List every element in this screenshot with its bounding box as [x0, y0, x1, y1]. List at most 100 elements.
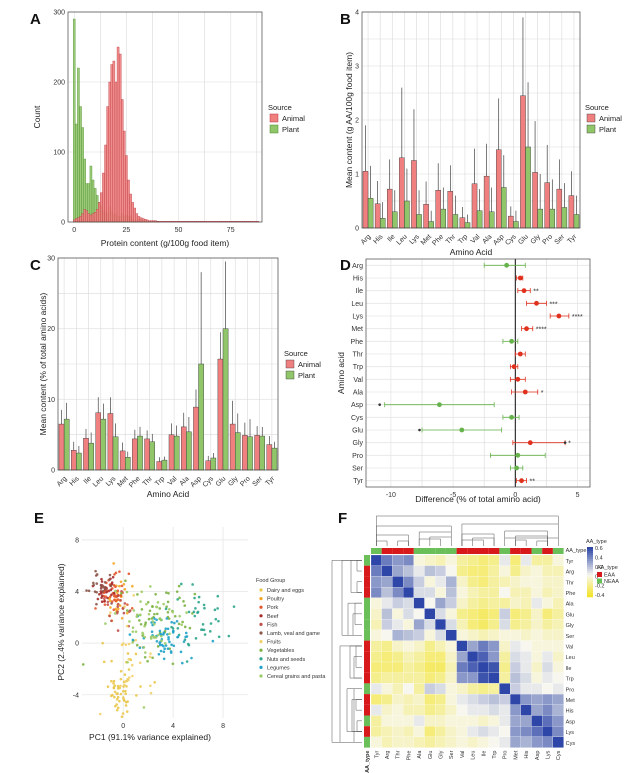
heatmap-cell: [413, 726, 425, 738]
row-annotation: [364, 683, 370, 695]
panel-label-f: F: [338, 510, 347, 527]
legend-label: Nuts and seeds: [267, 657, 305, 663]
colorbar-step: [587, 567, 593, 570]
pca-point: [115, 611, 119, 615]
histogram-bar-animal: [116, 46, 120, 223]
x-axis-label: Protein content (g/100g food item): [101, 238, 230, 248]
heatmap-cell: [381, 736, 393, 748]
pca-point: [160, 639, 163, 643]
heatmap-cell: [488, 565, 500, 577]
row-label: Ser: [566, 634, 575, 640]
x-tick-label: Glu: [517, 233, 530, 246]
heatmap-cell: [510, 736, 521, 748]
colorbar-step: [587, 559, 593, 562]
heatmap-cell: [552, 683, 564, 695]
heatmap-cell: [477, 619, 489, 631]
pca-point: [164, 607, 168, 611]
heatmap-cell: [499, 629, 511, 641]
heatmap-cell: [413, 608, 425, 620]
pca-point: [197, 600, 200, 604]
bar-plant: [88, 442, 94, 471]
heatmap-cell: [456, 683, 468, 695]
pca-point: [155, 605, 159, 609]
heatmap-cell: [445, 554, 457, 566]
pca-point: [178, 596, 181, 600]
pca-point: [142, 706, 146, 709]
y-tick-label: Pro: [352, 453, 363, 460]
heatmap-cell: [456, 704, 468, 716]
pca-point: [156, 645, 160, 648]
x-tick-label: Leu: [396, 233, 409, 246]
heatmap-cell: [381, 565, 393, 577]
heatmap-cell: [370, 704, 382, 716]
heatmap-cell: [467, 629, 479, 641]
heatmap-cell: [477, 565, 489, 577]
y-axis-label: Amino acid: [336, 352, 346, 394]
pca-point: [135, 615, 139, 618]
heatmap-cell: [392, 693, 404, 705]
pca-point: [85, 589, 88, 592]
heatmap-cell: [456, 736, 468, 748]
heatmap-cell: [370, 608, 382, 620]
bar-animal: [119, 450, 126, 471]
legend-label: Plant: [282, 125, 300, 134]
y-tick-label: Asp: [351, 402, 363, 409]
row-annotation: [364, 608, 370, 620]
x-tick-label: Ser: [251, 475, 264, 488]
heatmap-cell: [403, 704, 414, 716]
histogram-bar-plant: [73, 18, 76, 223]
row-label: Cys: [566, 741, 576, 747]
heatmap-cell: [403, 619, 414, 631]
column-annotation: [403, 548, 414, 554]
heatmap-cell: [435, 629, 447, 641]
column-dendrogram-link: [376, 534, 409, 546]
y-tick-label: 30: [47, 256, 55, 263]
bar-plant: [137, 435, 143, 471]
x-tick-label: Met: [116, 475, 129, 488]
y-tick-label: 0: [75, 641, 79, 648]
x-tick-label: Ala: [179, 475, 191, 487]
pca-point: [111, 575, 115, 579]
row-annotation: [364, 597, 370, 609]
pca-point: [143, 635, 147, 639]
heatmap-cell: [435, 640, 447, 652]
pca-point: [144, 621, 147, 625]
heatmap-cell: [531, 693, 543, 705]
y-axis-label: Mean content (% of total amino acids): [38, 292, 48, 435]
heatmap-cell: [531, 683, 543, 695]
pca-point: [180, 661, 184, 665]
pca-point: [100, 580, 104, 583]
pca-point: [216, 594, 220, 598]
heatmap-cell: [424, 554, 436, 566]
heatmap-cell: [510, 693, 521, 705]
heatmap-cell: [456, 597, 468, 609]
heatmap-cell: [467, 672, 479, 684]
row-annotation: [364, 629, 370, 641]
heatmap-cell: [499, 565, 511, 577]
heatmap-cell: [424, 693, 436, 705]
heatmap-cell: [435, 554, 447, 566]
pca-point: [112, 679, 116, 683]
panel-label-a: A: [30, 11, 41, 28]
pca-point: [106, 600, 110, 604]
pca-point: [202, 628, 206, 632]
pca-point: [139, 685, 142, 688]
colorbar-step: [587, 551, 593, 554]
heatmap-cell: [488, 672, 500, 684]
pca-point: [118, 584, 121, 588]
y-axis-label: PC2 (2.4% variance explained): [56, 563, 66, 680]
heatmap-cell: [531, 736, 543, 748]
heatmap-cell: [467, 693, 479, 705]
heatmap-cell: [413, 651, 425, 663]
row-dendrogram-link: [350, 560, 362, 593]
row-label: His: [566, 709, 574, 715]
pca-point: [171, 610, 175, 614]
x-tick-label: 75: [227, 227, 235, 234]
histogram-bar-animal: [100, 192, 103, 223]
row-dendrogram-link: [355, 699, 362, 711]
pca-point: [149, 585, 152, 588]
y-tick-label: Phe: [351, 339, 364, 346]
pca-point: [103, 603, 107, 606]
bar-animal: [132, 438, 138, 471]
